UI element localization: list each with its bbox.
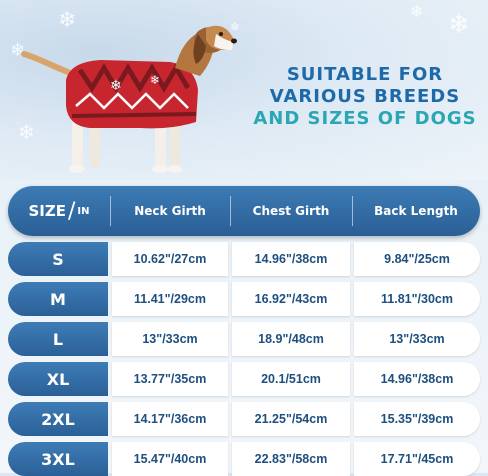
- size-row: 2XL 14.17"/36cm 21.25"/54cm 15.35"/39cm: [8, 402, 480, 436]
- back-length-header: Back Length: [374, 204, 458, 218]
- back-length-value: 14.96"/38cm: [354, 362, 480, 396]
- chest-girth-value: 16.92"/43cm: [232, 282, 350, 316]
- headline-line-2: VARIOUS BREEDS: [269, 86, 461, 107]
- size-value: XL: [46, 369, 70, 389]
- size-pill: 2XL: [8, 402, 108, 436]
- neck-girth-value: 11.41"/29cm: [112, 282, 228, 316]
- header-divider: [110, 196, 111, 226]
- size-column-header: SIZE / IN: [8, 186, 110, 236]
- back-length-value: 15.35"/39cm: [354, 402, 480, 436]
- back-length-value: 11.81"/30cm: [354, 282, 480, 316]
- size-label: SIZE: [28, 202, 66, 220]
- chest-girth-header: Chest Girth: [252, 204, 330, 218]
- headline: SUITABLE FOR VARIOUS BREEDS AND SIZES OF…: [250, 64, 480, 130]
- snowflake-icon: ❄: [448, 10, 470, 40]
- size-pill: L: [8, 322, 108, 356]
- neck-girth-header: Neck Girth: [134, 204, 206, 218]
- size-value: 2XL: [41, 409, 75, 429]
- size-row: L 13"/33cm 18.9"/48cm 13"/33cm: [8, 322, 480, 356]
- snowflake-icon: ❄: [410, 2, 424, 21]
- size-chart: SIZE / IN Neck Girth Chest Girth Back Leng…: [8, 186, 480, 476]
- size-row: S 10.62"/27cm 14.96"/38cm 9.84"/25cm: [8, 242, 480, 276]
- headline-line-3: AND SIZES OF DOGS: [253, 108, 477, 129]
- slash-divider: /: [68, 198, 76, 224]
- size-chart-header: SIZE / IN Neck Girth Chest Girth Back Leng…: [8, 186, 480, 236]
- back-length-value: 13"/33cm: [354, 322, 480, 356]
- size-pill: M: [8, 282, 108, 316]
- size-value: 3XL: [41, 449, 75, 469]
- snowflake-icon: ❄: [230, 20, 241, 34]
- size-unit-label: IN: [77, 205, 90, 217]
- chest-girth-value: 21.25"/54cm: [232, 402, 350, 436]
- hero-banner: ❄ ❄ ❄ ❄ ❄ ❄ ❄ ❄ SUITABLE FOR VARIOUS BRE…: [0, 0, 488, 180]
- snowflake-icon: ❄: [58, 8, 77, 33]
- size-pill: S: [8, 242, 108, 276]
- neck-girth-value: 10.62"/27cm: [112, 242, 228, 276]
- size-row: M 11.41"/29cm 16.92"/43cm 11.81"/30cm: [8, 282, 480, 316]
- snowflake-icon: ❄: [10, 40, 26, 61]
- size-pill: 3XL: [8, 442, 108, 476]
- size-row: XL 13.77"/35cm 20.1/51cm 14.96"/38cm: [8, 362, 480, 396]
- size-value: L: [52, 329, 64, 349]
- chest-girth-value: 20.1/51cm: [232, 362, 350, 396]
- header-divider: [352, 196, 353, 226]
- chest-girth-value: 14.96"/38cm: [232, 242, 350, 276]
- size-pill: XL: [8, 362, 108, 396]
- headline-line-1: SUITABLE FOR: [286, 64, 444, 85]
- chest-girth-value: 18.9"/48cm: [232, 322, 350, 356]
- snowflake-icon: ❄: [18, 120, 35, 144]
- header-divider: [230, 196, 231, 226]
- size-value: M: [50, 289, 66, 309]
- neck-girth-value: 14.17"/36cm: [112, 402, 228, 436]
- neck-girth-value: 15.47"/40cm: [112, 442, 228, 476]
- svg-text:❄: ❄: [150, 73, 160, 87]
- back-length-value: 17.71"/45cm: [354, 442, 480, 476]
- size-value: S: [52, 249, 64, 269]
- chest-girth-value: 22.83"/58cm: [232, 442, 350, 476]
- svg-text:❄: ❄: [110, 78, 122, 94]
- dog-in-sweater-image: ❄ ❄: [21, 25, 237, 173]
- neck-girth-value: 13.77"/35cm: [112, 362, 228, 396]
- size-row: 3XL 15.47"/40cm 22.83"/58cm 17.71"/45cm: [8, 442, 480, 476]
- neck-girth-value: 13"/33cm: [112, 322, 228, 356]
- back-length-value: 9.84"/25cm: [354, 242, 480, 276]
